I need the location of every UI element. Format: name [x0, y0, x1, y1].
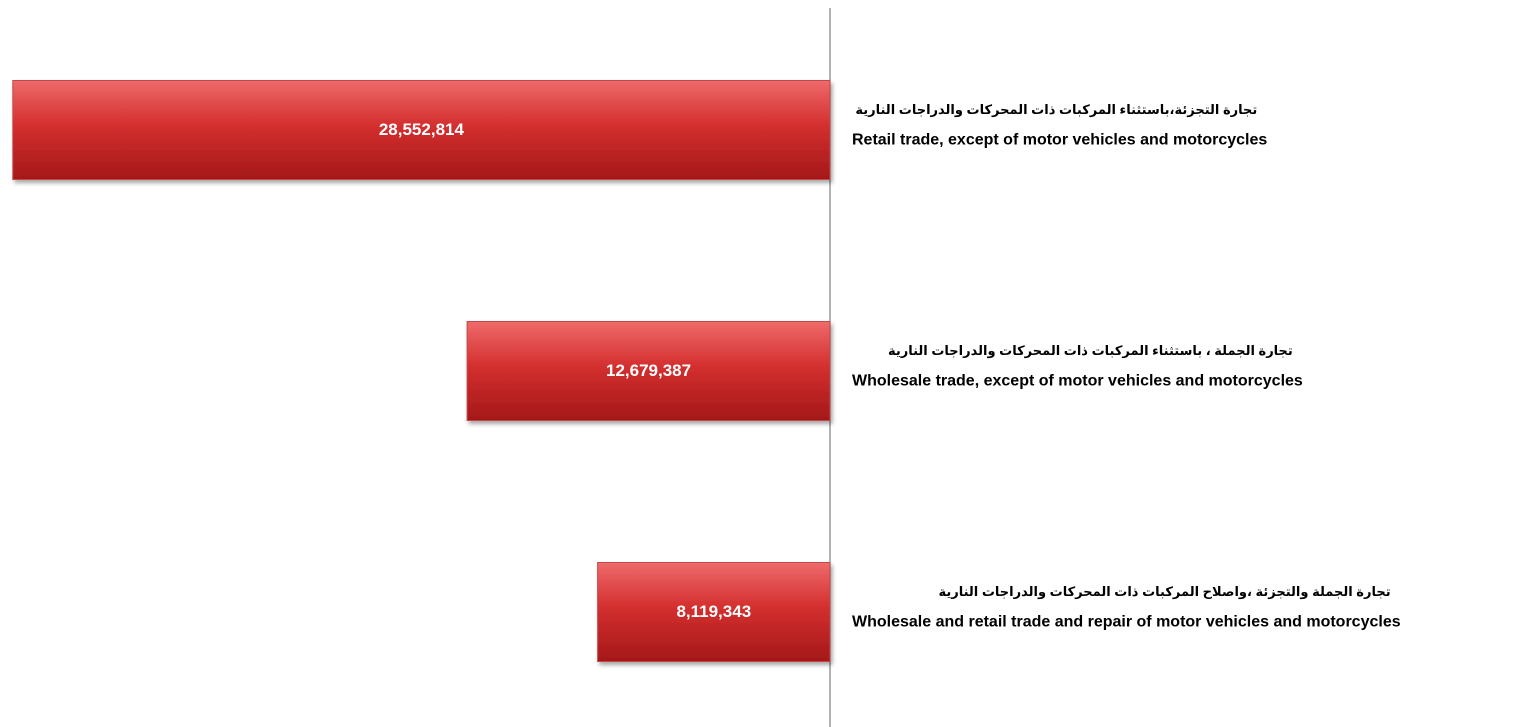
bar	[466, 321, 831, 421]
category-label-arabic: تجارة الجملة والتجزئة ،واصلاح المركبات ذ…	[938, 584, 1390, 599]
category-label-arabic: تجارة الجملة ، باستثناء المركبات ذات الم…	[888, 343, 1293, 358]
category-label: Wholesale trade, except of motor vehicle…	[852, 373, 1303, 390]
value-label: 28,552,814	[379, 120, 465, 139]
category-label: Wholesale and retail trade and repair of…	[852, 614, 1401, 631]
bar	[12, 80, 831, 180]
category-label-arabic: تجارة التجزئة،باستثناء المركبات ذات المح…	[855, 102, 1257, 117]
value-label: 12,679,387	[606, 361, 691, 380]
category-label: Retail trade, except of motor vehicles a…	[852, 132, 1267, 149]
bar	[597, 562, 831, 662]
value-label: 8,119,343	[676, 602, 751, 621]
